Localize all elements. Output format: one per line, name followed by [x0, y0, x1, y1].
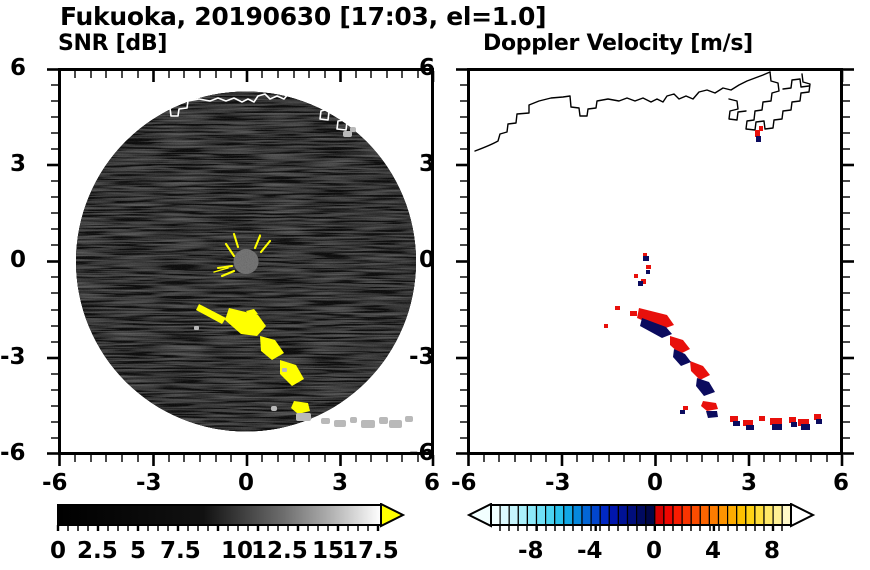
- weak-echo-scatter: [194, 127, 413, 428]
- snr-cbar-label-0: 0: [50, 538, 67, 564]
- snr-spine-right: [431, 68, 434, 455]
- snr-colorbar[interactable]: [55, 503, 405, 531]
- snr-cbar-label-6: 15: [312, 538, 345, 564]
- snr-cbar-label-3: 7.5: [160, 538, 201, 564]
- snr-spine-top: [58, 68, 434, 71]
- doppler-xtick-label-4: 6: [833, 470, 850, 496]
- coastline-doppler: [474, 71, 811, 152]
- snr-colorbar-over-arrow: [380, 503, 405, 528]
- doppler-spine-right: [840, 68, 843, 455]
- panel-title-doppler: Doppler Velocity [m/s]: [483, 31, 753, 56]
- snr-yticks-minor: [51, 84, 58, 439]
- doppler-echo-negative: [638, 136, 822, 430]
- doppler-cbar-label-0: -8: [518, 538, 544, 564]
- doppler-echo-positive: [604, 126, 821, 426]
- doppler-colorbar[interactable]: [466, 503, 816, 531]
- doppler-xtick-label-0: -6: [451, 470, 477, 496]
- doppler-ytick-label-3: -3: [409, 344, 435, 370]
- panel-title-snr: SNR [dB]: [58, 31, 168, 56]
- plot-area-snr[interactable]: [58, 68, 434, 455]
- doppler-colorbar-svg: [466, 503, 816, 531]
- doppler-xtick-label-2: 0: [647, 470, 664, 496]
- snr-xtick-label-4: 6: [424, 470, 441, 496]
- doppler-spine-bottom: [467, 452, 843, 455]
- snr-cbar-label-5: 12.5: [251, 538, 308, 564]
- high-snr-echo-streak: [196, 304, 310, 414]
- snr-ytick-label-4: -6: [0, 440, 26, 466]
- doppler-colorbar-major-ticks: [535, 525, 775, 531]
- snr-xtick-label-3: 3: [332, 470, 349, 496]
- snr-ytick-label-0: 6: [10, 55, 27, 81]
- snr-yticks-major: [47, 68, 58, 455]
- snr-xtick-label-1: -3: [136, 470, 162, 496]
- snr-ytick-label-3: -3: [0, 344, 26, 370]
- doppler-spine-left: [467, 68, 470, 455]
- doppler-cbar-label-1: -4: [577, 538, 603, 564]
- snr-cbar-label-4: 10: [221, 538, 254, 564]
- doppler-spine-top: [467, 68, 843, 71]
- doppler-ytick-label-0: 6: [419, 55, 436, 81]
- snr-ytick-label-1: 3: [10, 151, 27, 177]
- snr-spine-left: [58, 68, 61, 455]
- figure-suptitle: Fukuoka, 20190630 [17:03, el=1.0]: [60, 2, 547, 31]
- doppler-ytick-label-2: 0: [419, 247, 436, 273]
- snr-colorbar-svg: [56, 503, 405, 531]
- snr-spine-bottom: [58, 452, 434, 455]
- doppler-xtick-label-1: -3: [545, 470, 571, 496]
- snr-xtick-label-2: 0: [238, 470, 255, 496]
- snr-colorbar-major-ticks: [56, 525, 380, 531]
- ground-clutter-center: [213, 232, 272, 278]
- snr-cbar-label-1: 2.5: [77, 538, 118, 564]
- snr-xtick-label-0: -6: [42, 470, 68, 496]
- coastline-snr: [65, 71, 402, 152]
- snr-ytick-label-2: 0: [10, 247, 27, 273]
- doppler-plot-svg: [467, 68, 843, 455]
- doppler-ytick-label-1: 3: [419, 151, 436, 177]
- snr-plot-svg: [58, 68, 434, 455]
- doppler-colorbar-under-arrow: [466, 503, 492, 528]
- snr-cbar-label-7: 17.5: [342, 538, 399, 564]
- plot-area-doppler[interactable]: [467, 68, 843, 455]
- doppler-cbar-label-2: 0: [646, 538, 663, 564]
- doppler-colorbar-over-arrow: [790, 503, 816, 528]
- doppler-colorbar-bands: [490, 504, 792, 526]
- doppler-cbar-label-3: 4: [705, 538, 722, 564]
- doppler-cbar-label-4: 8: [764, 538, 781, 564]
- snr-cbar-label-2: 5: [130, 538, 147, 564]
- doppler-ytick-label-4: -6: [409, 440, 435, 466]
- doppler-xtick-label-3: 3: [741, 470, 758, 496]
